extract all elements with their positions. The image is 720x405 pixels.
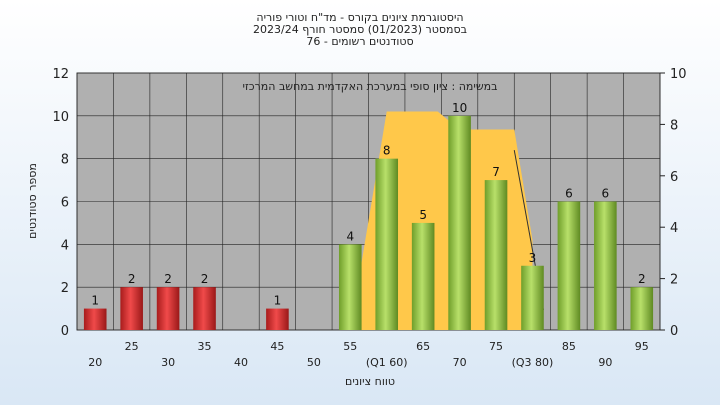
- bar-value-label: 6: [565, 187, 573, 201]
- bar-value-label: 5: [419, 208, 427, 222]
- bar-value-label: 1: [91, 294, 99, 308]
- y2-tick-label: 8: [670, 118, 678, 133]
- bar-value-label: 6: [602, 187, 610, 201]
- bar-value-label: 2: [128, 272, 136, 286]
- y-tick-label: 4: [61, 238, 69, 253]
- histogram-bar: [411, 222, 435, 330]
- y-tick-label: 10: [52, 110, 69, 125]
- histogram-bar: [375, 158, 399, 330]
- x-tick-label: 90: [598, 356, 612, 369]
- histogram-bar: [521, 265, 544, 330]
- x-tick-label: 35: [198, 340, 212, 353]
- y2-tick-label: 10: [670, 67, 687, 82]
- x-tick-label: 70: [453, 356, 467, 369]
- x-tick-label: 85: [562, 340, 576, 353]
- x-tick-label: 75: [489, 340, 503, 353]
- histogram-bar: [448, 115, 471, 330]
- histogram-bar: [484, 180, 508, 330]
- chart-title-line1: היסטוגרמת ציונים בקורס - מד"ח וטורי פורי…: [256, 11, 464, 24]
- bar-value-label: 7: [492, 165, 500, 179]
- x-axis-label: טווח ציונים: [345, 375, 395, 388]
- x-tick-label: 95: [635, 340, 649, 353]
- x-tick-label: 55: [343, 340, 357, 353]
- x-tick-label: 40: [234, 356, 248, 369]
- bar-value-label: 2: [201, 272, 209, 286]
- x-tick-label: 30: [161, 356, 175, 369]
- y2-tick-label: 4: [670, 221, 678, 236]
- bar-value-label: 2: [638, 272, 646, 286]
- x-tick-label: 45: [270, 340, 284, 353]
- histogram-bar: [594, 201, 617, 330]
- bar-value-label: 2: [164, 272, 172, 286]
- bar-value-label: 1: [274, 294, 282, 308]
- bar-value-label: 10: [452, 101, 467, 115]
- y-tick-label: 8: [61, 153, 69, 168]
- y-tick-label: 0: [61, 324, 69, 339]
- histogram-bar: [557, 201, 581, 330]
- bar-value-label: 4: [346, 229, 354, 243]
- bar-value-label: 3: [529, 251, 537, 265]
- x-tick-label: (Q3 80): [512, 356, 554, 369]
- chart-title-line3: סטודנטים רשומים - 76: [306, 35, 414, 48]
- y-axis-label: מספר סטודנטים: [26, 163, 39, 239]
- x-tick-label: 20: [88, 356, 102, 369]
- histogram-bar: [120, 287, 143, 330]
- histogram-bar: [83, 308, 107, 330]
- x-tick-label: 50: [307, 356, 321, 369]
- histogram-bar: [630, 287, 654, 330]
- histogram-bar: [338, 244, 362, 330]
- histogram-bar: [193, 287, 216, 330]
- x-tick-label: (Q1 60): [366, 356, 408, 369]
- x-tick-label: 25: [125, 340, 139, 353]
- x-tick-label: 65: [416, 340, 430, 353]
- y2-tick-label: 6: [670, 170, 678, 185]
- y-tick-label: 12: [52, 67, 69, 82]
- chart-title-line2: בסמסטר (01/2023) סמסטר חורף 2023/24: [253, 23, 467, 36]
- bar-value-label: 8: [383, 144, 391, 158]
- y-tick-label: 2: [61, 281, 69, 296]
- y2-tick-label: 2: [670, 273, 678, 288]
- subtitle: במשימה : ציון סופי במערכת האקדמית במחשב …: [243, 80, 498, 93]
- histogram-bar: [266, 308, 289, 330]
- y2-tick-label: 0: [670, 324, 678, 339]
- y-tick-label: 6: [61, 196, 69, 211]
- histogram-bar: [156, 287, 180, 330]
